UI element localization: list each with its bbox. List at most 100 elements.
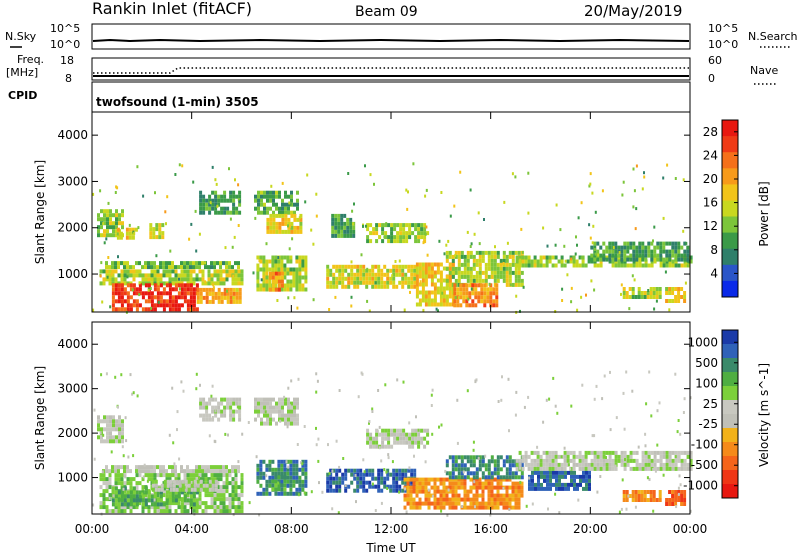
power-cell [375, 239, 379, 244]
power-cell [114, 277, 118, 282]
power-cell [150, 291, 154, 296]
velocity-cell [204, 501, 208, 506]
velocity-cell [278, 409, 281, 414]
velocity-cell [205, 405, 209, 410]
power-cell [290, 221, 294, 226]
power-cell [272, 194, 275, 199]
velocity-cell [180, 509, 184, 514]
power-cell [304, 279, 308, 284]
power-cell [680, 263, 684, 268]
power-cell [680, 295, 684, 299]
power-cell [235, 287, 239, 292]
velocity-cell [566, 454, 570, 459]
power-cell [587, 255, 591, 260]
velocity-cell [183, 473, 187, 478]
velocity-cell [111, 465, 114, 470]
velocity-cell [151, 479, 155, 484]
velocity-cell [493, 485, 497, 490]
velocity-cell [223, 413, 227, 418]
power-cell [623, 245, 627, 250]
power-cell [156, 273, 160, 278]
velocity-cell [493, 477, 497, 482]
power-cell [298, 267, 302, 272]
velocity-cell [545, 458, 549, 463]
power-cell [237, 198, 240, 201]
power-cell [383, 280, 387, 285]
velocity-cell [208, 479, 212, 484]
velocity-cell [588, 482, 591, 487]
velocity-cell [511, 485, 515, 490]
power-cell [424, 302, 428, 307]
power-cell [620, 292, 622, 296]
velocity-cell [551, 450, 555, 455]
power-cell [238, 190, 242, 195]
power-cell [671, 245, 675, 250]
velocity-cell [271, 459, 275, 464]
velocity-cell [463, 455, 467, 460]
power-cell [116, 186, 119, 190]
power-cell [560, 259, 564, 264]
velocity-cell [338, 476, 342, 481]
velocity-cell [129, 481, 133, 486]
velocity-cell [368, 420, 371, 423]
power-cell [353, 280, 357, 285]
power-cell [238, 200, 241, 204]
power-cell [274, 287, 278, 292]
power-cell [490, 250, 494, 255]
velocity-cell [536, 445, 539, 449]
velocity-cell [686, 450, 690, 455]
velocity-cell [196, 483, 200, 488]
velocity-cell [396, 436, 400, 441]
velocity-cell [644, 444, 647, 448]
power-cell [347, 284, 351, 289]
velocity-cell [301, 459, 305, 464]
power-cell [371, 272, 375, 277]
power-cell [596, 263, 600, 268]
power-cell [493, 262, 497, 267]
velocity-cell [481, 497, 485, 502]
power-cell [235, 299, 239, 304]
velocity-cell [454, 481, 458, 486]
power-cell [341, 280, 345, 285]
power-cell [402, 231, 406, 236]
velocity-cell [448, 489, 452, 494]
power-cell [147, 295, 151, 300]
power-cell [423, 239, 427, 244]
power-cell [298, 216, 301, 220]
velocity-cell [487, 497, 491, 502]
power-cell [272, 221, 276, 226]
power-cell [107, 201, 110, 205]
velocity-cell [224, 432, 227, 436]
power-cell [632, 167, 635, 171]
power-cell [121, 221, 124, 226]
power-cell [235, 210, 239, 215]
velocity-cell [199, 413, 203, 418]
velocity-cell [121, 435, 124, 440]
power-cell [156, 303, 160, 308]
velocity-cell [227, 433, 229, 437]
velocity-cell [390, 432, 394, 437]
velocity-cell [280, 475, 284, 480]
velocity-cell [508, 505, 512, 510]
power-cell [683, 241, 687, 246]
power-cell [120, 299, 124, 304]
velocity-cell [484, 454, 487, 458]
power-cell [219, 265, 222, 270]
power-cell [338, 272, 342, 277]
velocity-cell [281, 401, 284, 406]
velocity-cell [581, 466, 585, 471]
velocity-cell [680, 462, 684, 467]
velocity-cell [331, 507, 334, 511]
velocity-cell [183, 469, 186, 474]
velocity-cell [576, 474, 579, 479]
velocity-cell [671, 498, 675, 502]
power-cell [123, 287, 127, 292]
velocity-cell [278, 413, 281, 418]
velocity-cell [548, 466, 552, 471]
power-cell [659, 245, 663, 250]
velocity-cell [278, 401, 281, 406]
power-cell [647, 249, 651, 254]
power-cell [287, 225, 291, 230]
power-cell [259, 287, 263, 292]
